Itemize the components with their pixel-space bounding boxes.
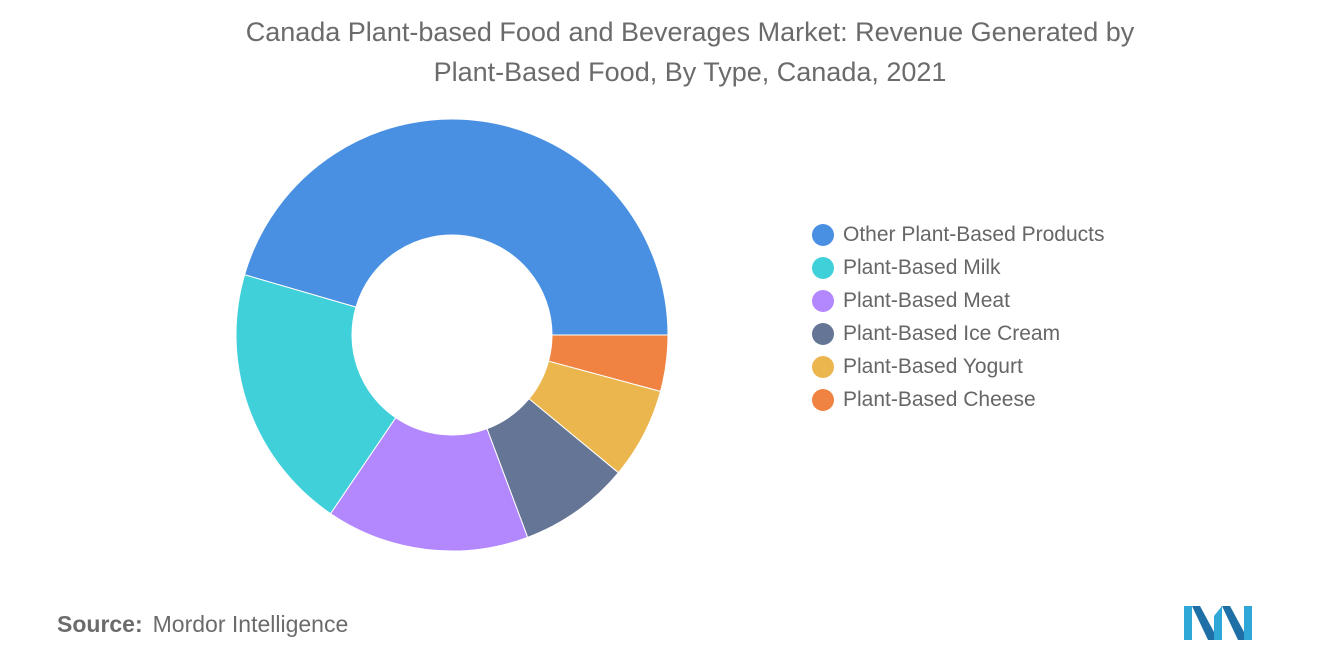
- legend-swatch: [812, 256, 834, 279]
- mordor-intelligence-logo-icon: [1184, 606, 1252, 640]
- chart-title-line-1: Canada Plant-based Food and Beverages Ma…: [245, 17, 1135, 47]
- donut-slices: [235, 118, 669, 552]
- legend-item: Other Plant-Based Products: [812, 218, 1104, 251]
- legend-label: Plant-Based Yogurt: [843, 354, 1023, 378]
- legend-swatch: [812, 289, 834, 312]
- legend-swatch: [812, 223, 834, 246]
- legend-label: Other Plant-Based Products: [843, 222, 1105, 246]
- source-label: Source:: [57, 611, 143, 637]
- legend-item: Plant-Based Cheese: [812, 383, 1104, 416]
- source-value: Mordor Intelligence: [152, 611, 349, 637]
- slice-plant-based-cheese: [547, 334, 669, 392]
- slice-plant-based-milk: [235, 274, 397, 515]
- legend-item: Plant-Based Yogurt: [812, 350, 1104, 383]
- chart-title: Canada Plant-based Food and Beverages Ma…: [90, 12, 1290, 92]
- chart-legend: Other Plant-Based Products Plant-Based Mi…: [812, 218, 1104, 416]
- legend-label: Plant-Based Cheese: [843, 387, 1036, 411]
- slice-plant-based-meat: [329, 417, 529, 552]
- legend-item: Plant-Based Ice Cream: [812, 317, 1104, 350]
- slice-other-plant-based-products: [243, 118, 669, 336]
- legend-label: Plant-Based Meat: [843, 288, 1010, 312]
- legend-swatch: [812, 388, 834, 411]
- chart-title-line-2: Plant-Based Food, By Type, Canada, 2021: [433, 57, 947, 87]
- legend-label: Plant-Based Ice Cream: [843, 321, 1061, 345]
- legend-swatch: [812, 355, 834, 378]
- legend-label: Plant-Based Milk: [843, 255, 1001, 279]
- source-note: Source: Mordor Intelligence: [57, 611, 348, 638]
- legend-swatch: [812, 322, 834, 345]
- legend-item: Plant-Based Milk: [812, 251, 1104, 284]
- legend-item: Plant-Based Meat: [812, 284, 1104, 317]
